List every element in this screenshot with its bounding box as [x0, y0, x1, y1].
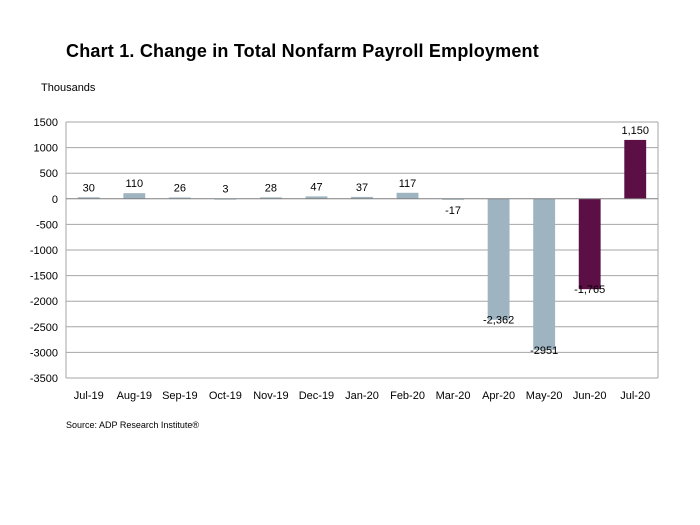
data-labels: 30 110 26 3 28 47 37 117 -17 -2,362 -2951 -1,765 1,1… [83, 125, 649, 357]
x-tick-label: Oct-19 [209, 390, 242, 402]
y-tick-label: 0 [52, 194, 58, 206]
data-label: 30 [83, 182, 95, 194]
bar-Aug-19 [123, 193, 146, 199]
data-label: 110 [126, 178, 144, 190]
y-tick-label: -1500 [30, 271, 58, 283]
data-label: 1,150 [621, 125, 649, 137]
bar-Jul-20 [624, 139, 647, 199]
y-tick-label: -3500 [30, 373, 58, 385]
x-tick-label: Aug-19 [117, 390, 152, 402]
gridlines [66, 121, 658, 379]
y-tick-label: -2500 [30, 322, 58, 334]
data-label: -17 [445, 205, 461, 217]
x-tick-label: May-20 [526, 390, 563, 402]
data-label: 47 [310, 181, 322, 193]
x-tick-label: Feb-20 [390, 390, 425, 402]
x-tick-label: Jul-19 [74, 390, 104, 402]
data-label: -2951 [530, 345, 558, 357]
y-tick-label: 1500 [34, 117, 58, 129]
data-label: 3 [222, 184, 228, 196]
y-tick-label: 500 [40, 168, 58, 180]
chart-title: Chart 1. Change in Total Nonfarm Payroll… [66, 41, 539, 61]
bar-Feb-20 [396, 192, 419, 199]
bar-Jun-20 [578, 198, 601, 290]
y-tick-label: -3000 [30, 347, 58, 359]
bar-Nov-19 [259, 197, 282, 199]
bar-Dec-19 [305, 196, 328, 199]
bar-Jul-19 [77, 197, 100, 199]
data-label: 28 [265, 182, 277, 194]
x-tick-label: Jan-20 [345, 390, 379, 402]
bar-Apr-20 [487, 198, 510, 320]
x-tick-label: Nov-19 [253, 390, 288, 402]
data-label: -1,765 [574, 284, 605, 296]
x-tick-label: Jul-20 [620, 390, 650, 402]
bars [77, 139, 647, 350]
x-tick-label: Sep-19 [162, 390, 197, 402]
x-tick-label: Mar-20 [436, 390, 471, 402]
bar-Sep-19 [168, 197, 191, 199]
y-tick-label: -500 [36, 219, 58, 231]
x-tick-label: Dec-19 [299, 390, 334, 402]
bar-May-20 [533, 198, 556, 350]
data-label: 26 [174, 182, 186, 194]
y-tick-label: 1000 [34, 143, 58, 155]
data-label: 117 [399, 178, 417, 190]
data-label: -2,362 [483, 315, 514, 327]
y-tick-label: -1000 [30, 245, 58, 257]
x-tick-label: Jun-20 [573, 390, 607, 402]
axes: 1500 1000 500 0 -500 -1000 -1500 -2000 -2500 -300… [30, 117, 659, 402]
y-axis-units-label: Thousands [41, 82, 96, 94]
y-tick-label: -2000 [30, 296, 58, 308]
bar-Jan-20 [351, 196, 373, 199]
data-label: 37 [356, 182, 368, 194]
source-note: Source: ADP Research Institute® [66, 420, 200, 430]
x-tick-label: Apr-20 [482, 390, 515, 402]
